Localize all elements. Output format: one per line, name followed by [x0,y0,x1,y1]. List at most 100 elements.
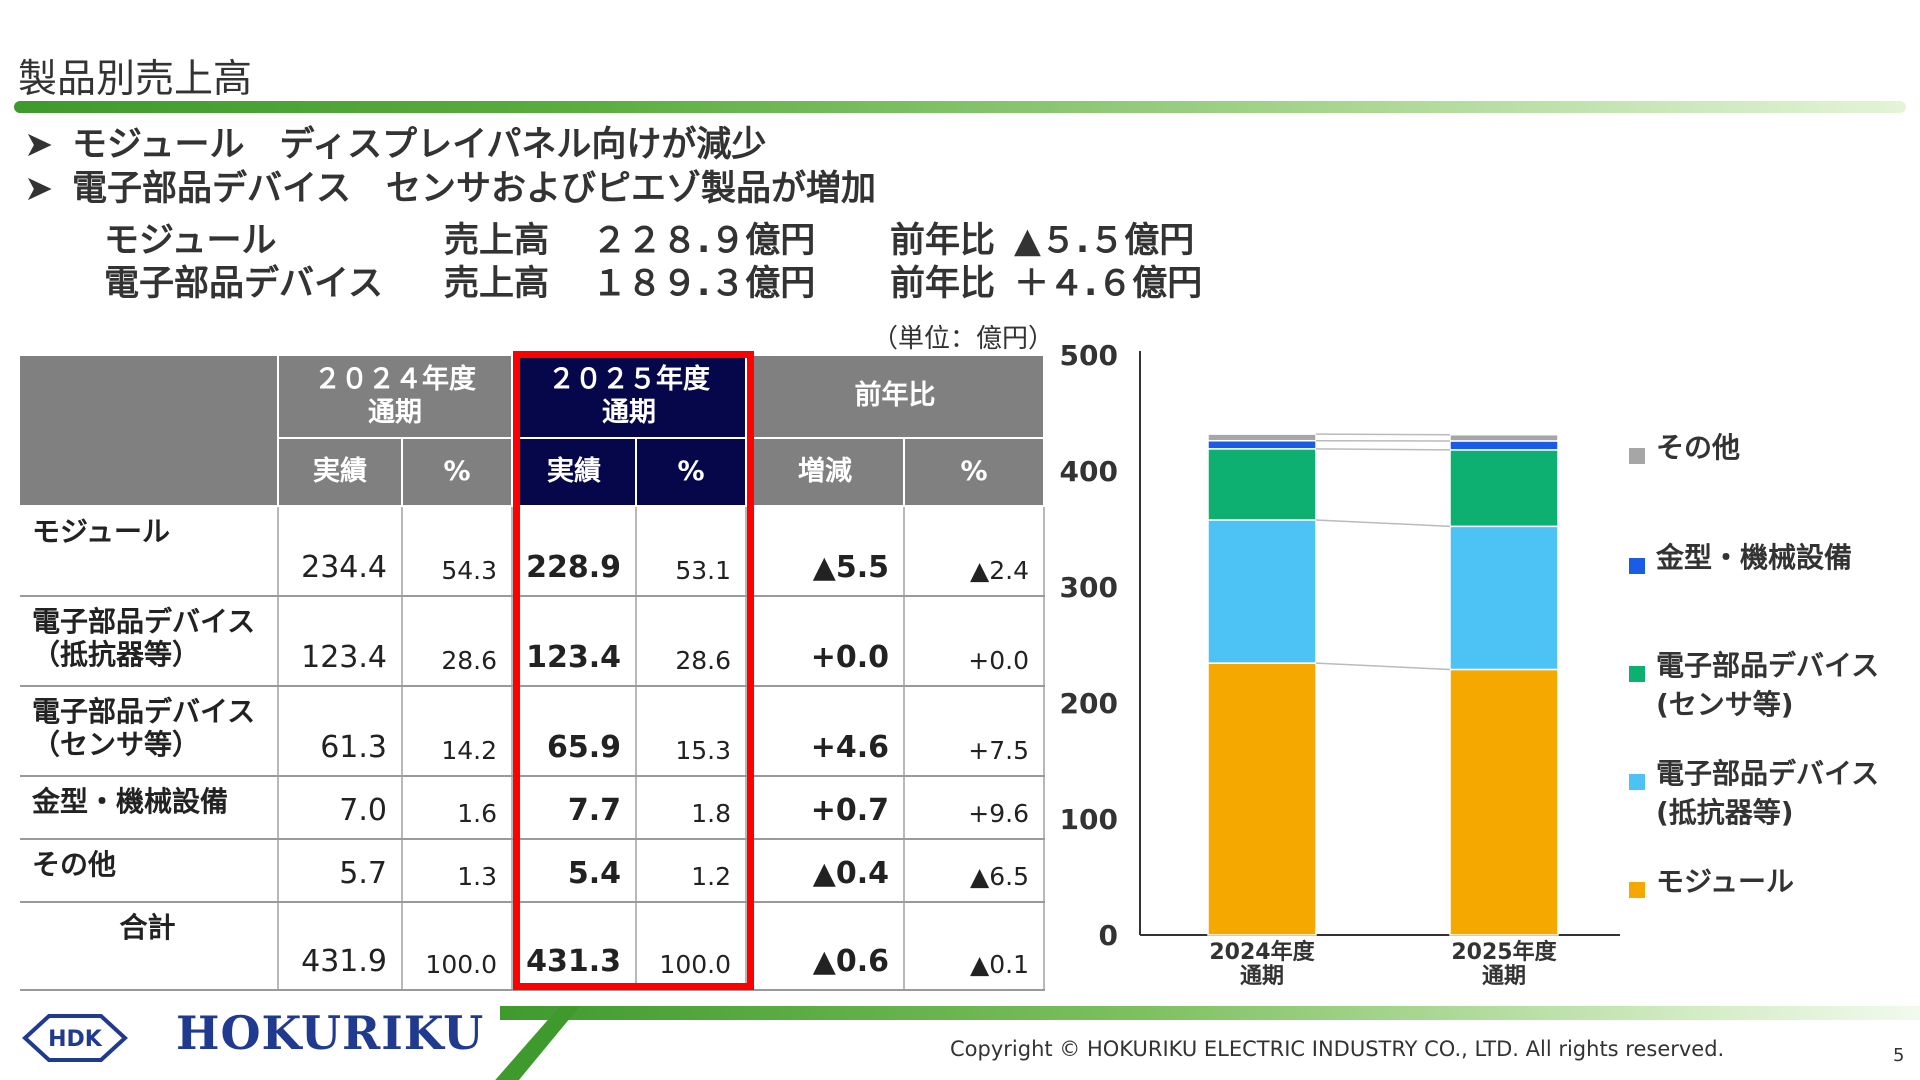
summary-yoy-label: 前年比 [890,264,996,304]
bullet-text: モジュール ディスプレイパネル向けが減少 [72,125,767,165]
cell-actual-2025: 5.4 [512,839,637,903]
company-logo-text: HOKURIKU [176,1006,485,1060]
cell-actual-2025: 228.9 [512,506,637,597]
header-actual-2025: 実績 [512,438,637,507]
legend-item-other: その他 [1629,428,1740,467]
x-tick-label: 2025年度 [1451,939,1557,965]
summary-name: モジュール [104,221,277,261]
bar-segment [1207,519,1317,664]
footer-bar [500,1006,1920,1020]
bar-segment [1207,662,1317,936]
table-row: 電子部品デバイス （抵抗器等） 123.4 28.6 123.4 28.6 +0.… [20,596,1045,687]
bar-segment [1449,440,1559,451]
cell-change-pct: +9.6 [904,776,1045,840]
bar-segment [1207,448,1317,521]
y-tick-label: 500 [1060,339,1118,372]
bar-segment [1449,449,1559,528]
y-tick-label: 0 [1099,919,1118,952]
bullet-text: 電子部品デバイス センサおよびピエゾ製品が増加 [72,169,876,209]
cell-pct-2025: 53.1 [636,506,747,597]
cell-actual-2024: 7.0 [278,776,403,840]
header-pct-2024: % [402,438,513,507]
cell-actual-2025: 7.7 [512,776,637,840]
series-connector-line [1315,519,1451,528]
header-fy2024: ２０２４年度 通期 [278,356,513,439]
cell-change-pct: +0.0 [904,596,1045,687]
svg-text:HDK: HDK [48,1027,103,1052]
cell-actual-2025: 431.3 [512,902,637,991]
legend-item-mold: 金型・機械設備 [1629,538,1852,577]
table-row: その他 5.7 1.3 5.4 1.2 ▲0.4 ▲6.5 [20,839,1045,903]
bar-segment [1449,668,1559,936]
cell-actual-2024: 61.3 [278,686,403,777]
table-row: 金型・機械設備 7.0 1.6 7.7 1.8 +0.7 +9.6 [20,776,1045,840]
cell-actual-2024: 123.4 [278,596,403,687]
bar-segment [1207,439,1317,450]
header-pct-2025: % [636,438,747,507]
page-number: 5 [1893,1045,1905,1066]
header-change-pct: % [904,438,1045,507]
legend-item-module: モジュール [1629,862,1794,901]
cell-pct-2024: 54.3 [402,506,513,597]
cell-pct-2025: 1.8 [636,776,747,840]
series-connector-line [1315,433,1451,436]
legend-item-resistor: 電子部品デバイス (抵抗器等) [1629,754,1879,832]
x-tick-label: 2024年度 [1209,939,1315,965]
footer-diagonal [495,1006,580,1080]
cell-pct-2025: 100.0 [636,902,747,991]
legend-swatch [1629,448,1645,464]
title-underline-bar [14,101,1906,113]
arrow-bullet-icon: ➤ [24,125,54,165]
row-label: 金型・機械設備 [20,776,279,840]
arrow-bullet-icon: ➤ [24,169,54,209]
header-yoy: 前年比 [746,356,1045,439]
summary-sales-label: 売上高 [444,264,550,304]
cell-actual-2024: 234.4 [278,506,403,597]
cell-pct-2025: 28.6 [636,596,747,687]
summary-name: 電子部品デバイス [104,264,383,304]
summary-yoy-label: 前年比 [890,221,996,261]
y-tick-label: 300 [1060,571,1118,604]
cell-actual-2025: 65.9 [512,686,637,777]
sales-table: ２０２４年度 通期 ２０２５年度 通期 前年比 実績 % 実績 % 増減 % モジュ… [20,356,1045,991]
header-fy2025: ２０２５年度 通期 [512,356,747,439]
summary-sales: ２２８.９億円 [592,221,816,261]
cell-change: ▲0.4 [746,839,905,903]
cell-pct-2025: 15.3 [636,686,747,777]
cell-change: +0.7 [746,776,905,840]
header-change: 増減 [746,438,905,507]
table-row: モジュール 234.4 54.3 228.9 53.1 ▲5.5 ▲2.4 [20,506,1045,597]
series-connector-line [1315,448,1451,451]
legend-item-sensor: 電子部品デバイス (センサ等) [1629,646,1879,724]
cell-change-pct: ▲6.5 [904,839,1045,903]
row-label: 電子部品デバイス （抵抗器等） [20,596,279,687]
cell-change: +0.0 [746,596,905,687]
cell-change-pct: ▲0.1 [904,902,1045,991]
row-label: 電子部品デバイス （センサ等） [20,686,279,777]
y-tick-label: 200 [1060,687,1118,720]
bullet-module: ➤ モジュール ディスプレイパネル向けが減少 [24,116,766,167]
cell-change-pct: +7.5 [904,686,1045,777]
summary-sales-label: 売上高 [444,221,550,261]
row-label: 合計 [20,902,279,991]
row-label: その他 [20,839,279,903]
x-tick-label: 通期 [1240,964,1284,989]
hdk-logo-icon: HDK [22,1014,128,1062]
cell-change: +4.6 [746,686,905,777]
header-actual-2024: 実績 [278,438,403,507]
cell-actual-2024: 5.7 [278,839,403,903]
header-corner [20,356,279,507]
y-tick-label: 100 [1060,803,1118,836]
summary-sales: １８９.３億円 [592,264,816,304]
cell-actual-2025: 123.4 [512,596,637,687]
legend-swatch [1629,666,1645,682]
cell-change-pct: ▲2.4 [904,506,1045,597]
cell-pct-2024: 100.0 [402,902,513,991]
table-row-total: 合計 431.9 100.0 431.3 100.0 ▲0.6 ▲0.1 [20,902,1045,991]
bullet-device: ➤ 電子部品デバイス センサおよびピエゾ製品が増加 [24,160,876,211]
bar-segment [1449,433,1559,442]
cell-pct-2024: 14.2 [402,686,513,777]
cell-pct-2024: 28.6 [402,596,513,687]
cell-change: ▲0.6 [746,902,905,991]
legend-swatch [1629,774,1645,790]
